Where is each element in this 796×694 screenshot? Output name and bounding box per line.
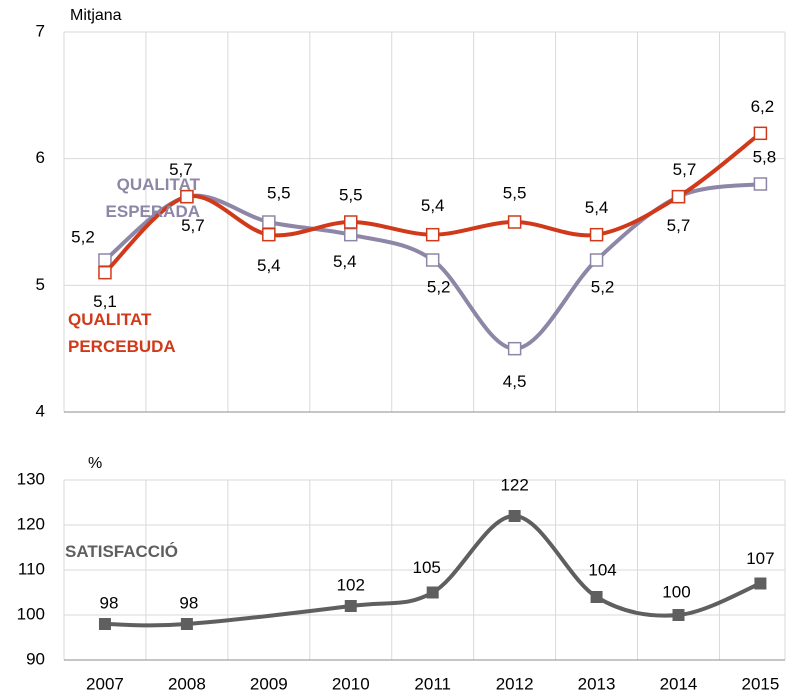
- x-tick-label: 2015: [742, 674, 780, 693]
- value-label: 5,2: [427, 277, 451, 296]
- marker: [508, 510, 521, 522]
- value-label: 102: [337, 575, 365, 594]
- marker: [262, 227, 276, 242]
- legend-entry: QUALITAT ESPERADA: [105, 175, 200, 221]
- y-tick-label: 130: [17, 469, 45, 488]
- marker: [262, 215, 276, 229]
- value-label: 5,4: [257, 256, 281, 275]
- value-label: 4,5: [503, 372, 527, 391]
- value-label: 6,2: [751, 97, 775, 116]
- marker: [344, 600, 357, 612]
- x-tick-label: 2008: [168, 674, 206, 693]
- y-tick-label: 90: [26, 649, 45, 668]
- marker: [180, 189, 194, 204]
- value-label: 5,4: [585, 198, 609, 217]
- marker: [753, 177, 768, 191]
- value-label: 5,7: [667, 216, 691, 235]
- value-label: 105: [413, 558, 441, 577]
- value-label: 5,4: [421, 196, 445, 215]
- marker: [672, 609, 685, 621]
- legend-entry: SATISFACCIÓ: [65, 542, 179, 561]
- line: [104, 513, 762, 628]
- y-axis-label: Mitjana: [70, 7, 122, 24]
- marker: [671, 189, 686, 204]
- value-label: 98: [179, 593, 198, 612]
- value-label: 122: [500, 475, 528, 494]
- value-label: 5,4: [333, 252, 357, 271]
- value-label: 98: [100, 593, 119, 612]
- x-tick-label: 2007: [86, 674, 124, 693]
- marker: [590, 591, 603, 603]
- value-label: 5,7: [181, 216, 205, 235]
- y-tick-label: 5: [36, 275, 45, 294]
- value-label: 5,2: [71, 227, 95, 246]
- marker: [98, 253, 112, 267]
- x-tick-label: 2011: [414, 674, 451, 693]
- marker: [507, 341, 522, 356]
- value-label: 100: [662, 582, 690, 601]
- x-tick-label: 2013: [578, 674, 616, 693]
- y-tick-label: 120: [17, 514, 45, 533]
- x-tick-label: 2010: [332, 674, 370, 693]
- marker: [344, 215, 358, 229]
- value-label: 5,5: [267, 183, 291, 202]
- marker: [425, 253, 440, 267]
- y-tick-label: 6: [36, 148, 45, 167]
- x-tick-label: 2014: [660, 674, 698, 693]
- value-label: 104: [588, 560, 616, 579]
- marker: [589, 227, 604, 242]
- marker: [753, 126, 768, 141]
- value-label: 107: [746, 549, 774, 568]
- marker: [180, 618, 193, 630]
- marker: [344, 227, 358, 242]
- marker: [98, 265, 112, 280]
- value-label: 5,7: [169, 160, 193, 179]
- y-tick-label: 4: [36, 401, 45, 420]
- marker: [426, 586, 439, 599]
- x-tick-label: 2009: [250, 674, 288, 693]
- marker: [98, 618, 111, 630]
- value-label: 5,8: [753, 147, 777, 166]
- marker: [754, 577, 767, 590]
- value-label: 5,2: [591, 277, 615, 296]
- value-label: 5,5: [339, 185, 363, 204]
- legend-entry: QUALITAT PERCEBUDA: [68, 310, 176, 356]
- x-tick-label: 2012: [496, 674, 534, 693]
- value-label: 5,7: [673, 160, 697, 179]
- y-tick-label: 7: [36, 21, 45, 40]
- y-tick-label: 110: [18, 559, 45, 578]
- marker: [425, 227, 440, 242]
- y-axis-label: %: [88, 455, 102, 472]
- value-label: 5,1: [93, 292, 117, 311]
- marker: [589, 253, 604, 267]
- value-label: 5,5: [503, 183, 527, 202]
- marker: [507, 215, 522, 229]
- y-tick-label: 100: [17, 604, 45, 623]
